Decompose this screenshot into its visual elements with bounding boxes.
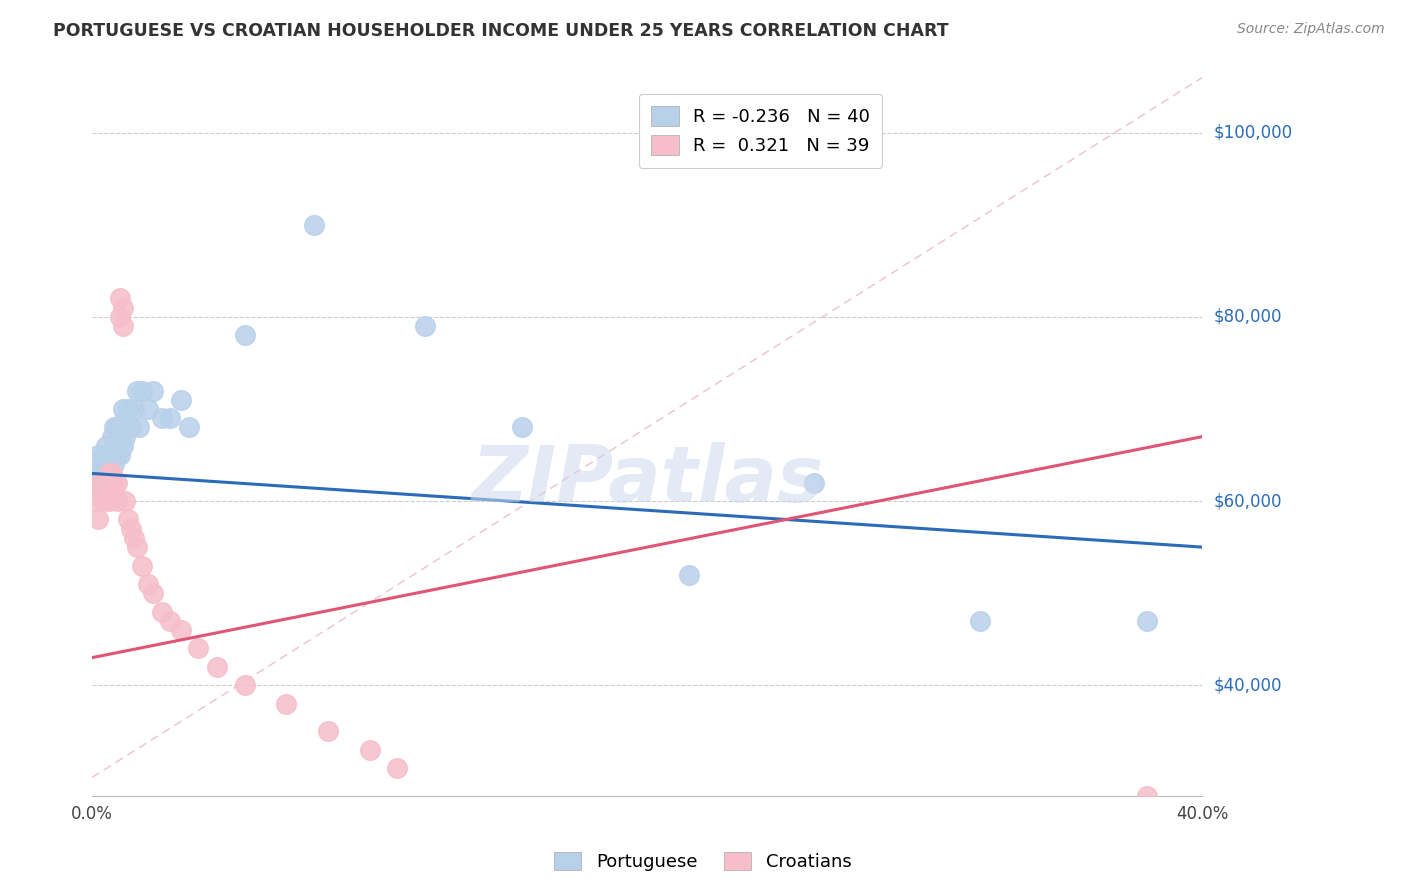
Point xyxy=(413,319,436,334)
Point xyxy=(105,475,128,490)
Text: PORTUGUESE VS CROATIAN HOUSEHOLDER INCOME UNDER 25 YEARS CORRELATION CHART: PORTUGUESE VS CROATIAN HOUSEHOLDER INCOM… xyxy=(53,22,949,40)
Point xyxy=(108,448,131,462)
Point xyxy=(136,577,159,591)
Point xyxy=(205,660,228,674)
Point xyxy=(276,697,298,711)
Point xyxy=(103,484,125,499)
Point xyxy=(159,614,181,628)
Point xyxy=(131,384,153,398)
Point xyxy=(103,475,125,490)
Point xyxy=(91,494,114,508)
Point xyxy=(316,724,339,739)
Point xyxy=(387,761,409,775)
Point xyxy=(159,411,181,425)
Point xyxy=(179,420,201,434)
Point xyxy=(114,494,136,508)
Point xyxy=(100,475,122,490)
Point xyxy=(1136,789,1159,803)
Point xyxy=(100,448,122,462)
Point xyxy=(117,401,139,416)
Point xyxy=(94,448,117,462)
Point xyxy=(94,475,117,490)
Point xyxy=(803,475,825,490)
Text: $60,000: $60,000 xyxy=(1213,492,1282,510)
Point xyxy=(97,467,120,481)
Point xyxy=(170,623,193,637)
Point xyxy=(233,328,256,343)
Text: $40,000: $40,000 xyxy=(1213,676,1282,694)
Point xyxy=(94,484,117,499)
Point xyxy=(150,605,173,619)
Point xyxy=(114,429,136,443)
Point xyxy=(94,439,117,453)
Text: $100,000: $100,000 xyxy=(1213,124,1292,142)
Point xyxy=(187,641,209,656)
Point xyxy=(1136,614,1159,628)
Point xyxy=(105,420,128,434)
Point xyxy=(87,512,110,526)
Point xyxy=(136,401,159,416)
Point xyxy=(89,484,111,499)
Point xyxy=(108,420,131,434)
Point xyxy=(111,301,134,315)
Text: $80,000: $80,000 xyxy=(1213,308,1282,326)
Point xyxy=(142,384,165,398)
Point xyxy=(108,292,131,306)
Point xyxy=(84,475,107,490)
Point xyxy=(108,310,131,324)
Point xyxy=(122,401,145,416)
Point xyxy=(120,522,142,536)
Point xyxy=(87,448,110,462)
Point xyxy=(84,467,107,481)
Point xyxy=(678,567,700,582)
Point xyxy=(100,429,122,443)
Point xyxy=(125,540,148,554)
Point xyxy=(111,319,134,334)
Legend: R = -0.236   N = 40, R =  0.321   N = 39: R = -0.236 N = 40, R = 0.321 N = 39 xyxy=(638,94,883,168)
Point xyxy=(170,392,193,407)
Point xyxy=(150,411,173,425)
Point xyxy=(103,457,125,471)
Point xyxy=(302,218,325,232)
Point xyxy=(359,742,381,756)
Text: ZIPatlas: ZIPatlas xyxy=(471,442,824,517)
Point xyxy=(105,494,128,508)
Point xyxy=(512,420,534,434)
Point xyxy=(97,494,120,508)
Point xyxy=(103,420,125,434)
Point xyxy=(89,457,111,471)
Point xyxy=(125,384,148,398)
Point xyxy=(969,614,991,628)
Point xyxy=(111,439,134,453)
Legend: Portuguese, Croatians: Portuguese, Croatians xyxy=(547,845,859,879)
Point xyxy=(117,512,139,526)
Point xyxy=(84,494,107,508)
Point xyxy=(122,531,145,545)
Point xyxy=(105,448,128,462)
Point xyxy=(233,678,256,692)
Point xyxy=(120,420,142,434)
Point xyxy=(97,457,120,471)
Point xyxy=(89,475,111,490)
Point xyxy=(100,467,122,481)
Point xyxy=(142,586,165,600)
Text: Source: ZipAtlas.com: Source: ZipAtlas.com xyxy=(1237,22,1385,37)
Point xyxy=(91,448,114,462)
Point xyxy=(131,558,153,573)
Point xyxy=(111,401,134,416)
Point xyxy=(114,411,136,425)
Point xyxy=(128,420,150,434)
Point xyxy=(91,475,114,490)
